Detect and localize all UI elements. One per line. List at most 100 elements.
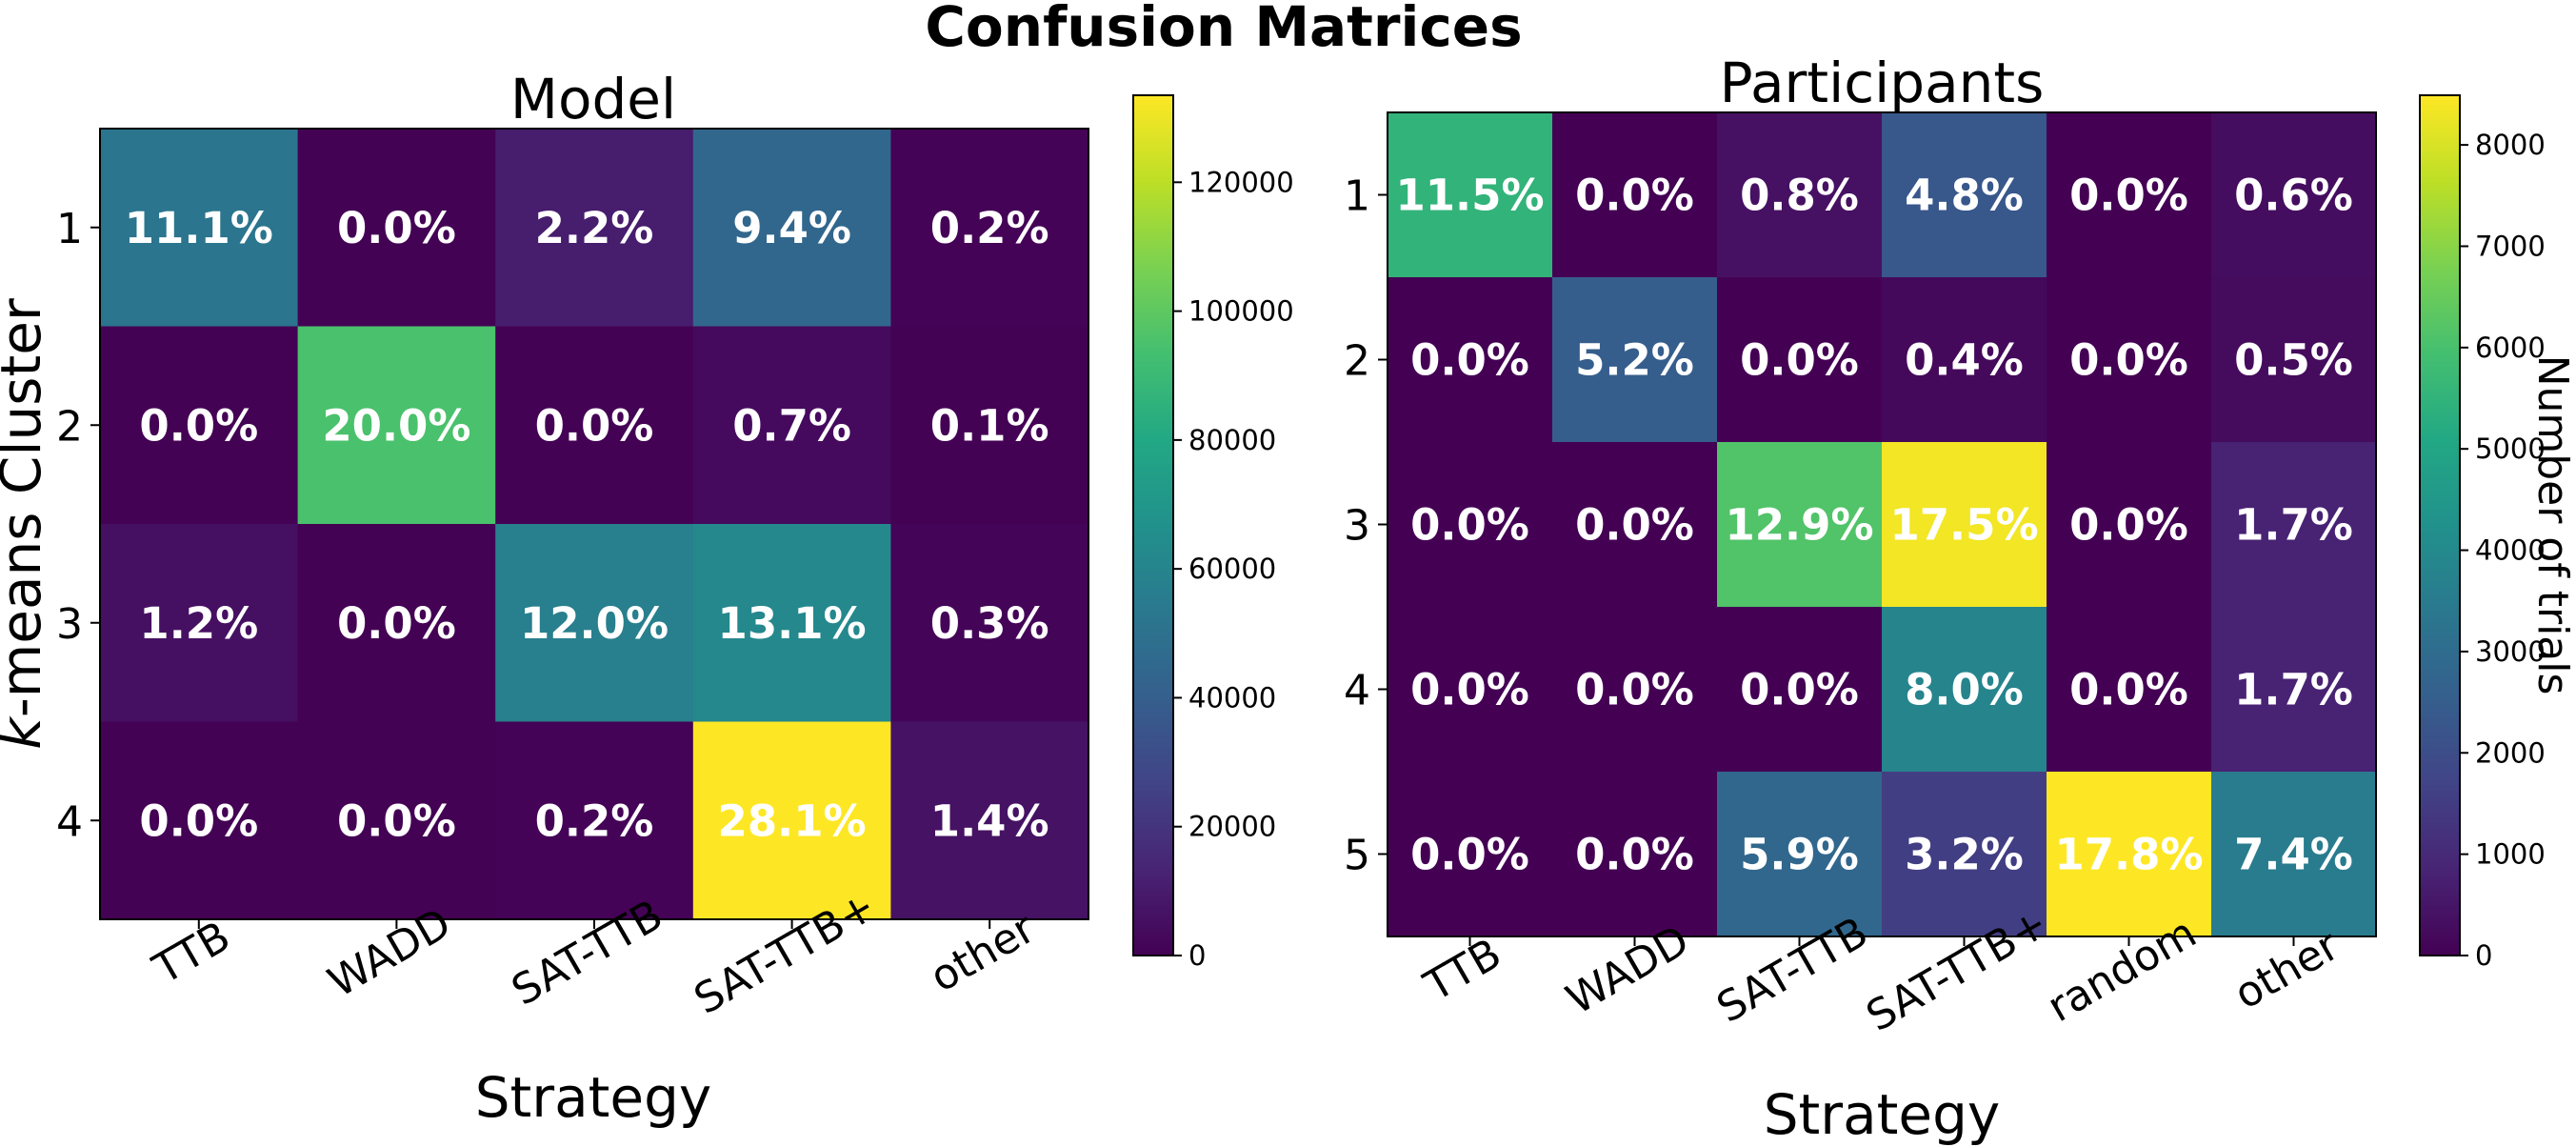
participants-cell-label: 4.8% xyxy=(1905,171,2024,221)
participants-panel: Participants 11.5% 0.0% 0.8% 4.8% 0.0% 0.6% 0.… xyxy=(1344,50,2576,1147)
model-colorbar-tick-label: 40000 xyxy=(1188,681,1276,714)
participants-cell-label: 0.0% xyxy=(1740,665,1859,715)
participants-colorbar-tick-label: 3000 xyxy=(2475,635,2546,668)
participants-cell-label: 0.0% xyxy=(1740,335,1859,386)
participants-cell xyxy=(1388,112,1553,278)
participants-cell xyxy=(2211,277,2377,443)
participants-cell-label: 0.0% xyxy=(1575,500,1694,551)
model-cell-label: 0.2% xyxy=(930,203,1049,253)
participants-cell-label: 17.8% xyxy=(2054,830,2203,880)
participants-cell xyxy=(1717,112,1883,278)
model-cell xyxy=(692,129,891,327)
participants-cell-label: 1.7% xyxy=(2234,500,2353,551)
model-colorbar-tick-label: 0 xyxy=(1188,939,1206,972)
participants-colorbar-tick-label: 0 xyxy=(2475,939,2492,972)
model-cell xyxy=(100,524,299,722)
participants-cell-label: 0.0% xyxy=(1410,665,1529,715)
participants-cell xyxy=(1882,607,2047,773)
model-y-tick-labels: 1 2 3 4 xyxy=(56,205,100,846)
participants-cell xyxy=(2047,442,2212,608)
model-heatmap: 11.1% 0.0% 2.2% 9.4% 0.2% 0.0% 20.0% 0.0% 0.7% 0.… xyxy=(100,129,1089,920)
model-cell-label: 1.4% xyxy=(930,795,1049,846)
participants-cell-label: 0.8% xyxy=(1740,171,1859,221)
participants-cell xyxy=(1717,607,1883,773)
model-cell xyxy=(297,129,496,327)
participants-cell-label: 7.4% xyxy=(2234,830,2353,880)
model-colorbar-tick-label: 20000 xyxy=(1188,811,1276,843)
model-x-tick-label: TTB xyxy=(145,913,238,995)
participants-cell-label: 5.2% xyxy=(1575,335,1694,386)
model-cell-label: 12.0% xyxy=(520,598,669,649)
participants-x-tick-label: TTB xyxy=(1416,930,1509,1012)
participants-cell-label: 5.9% xyxy=(1740,830,1859,880)
model-cell xyxy=(890,721,1089,920)
participants-cell xyxy=(1552,277,1718,443)
model-cell xyxy=(100,129,299,327)
model-cell xyxy=(692,721,891,920)
participants-colorbar-tick-label: 2000 xyxy=(2475,736,2546,769)
model-colorbar-tick-label: 80000 xyxy=(1188,424,1276,456)
participants-y-tick-label: 1 xyxy=(1344,172,1370,221)
model-panel: Model 11.1% 0.0% 2.2% 9.4% 0.2%0.0% 20.0% 0.0%… xyxy=(0,67,1294,1130)
participants-cell xyxy=(1388,772,1553,937)
model-cell-label: 0.0% xyxy=(337,203,456,253)
participants-cell xyxy=(1717,277,1883,443)
participants-cell xyxy=(2047,112,2212,278)
participants-colorbar xyxy=(2419,94,2461,956)
participants-cell xyxy=(2211,112,2377,278)
participants-cell-label: 0.0% xyxy=(1575,665,1694,715)
model-cell xyxy=(692,524,891,722)
model-cell xyxy=(495,524,694,722)
model-cell xyxy=(100,326,299,525)
participants-colorbar-tick-label: 6000 xyxy=(2475,332,2546,364)
participants-cell-label: 0.0% xyxy=(2069,665,2188,715)
participants-y-tick-label: 2 xyxy=(1344,337,1370,386)
participants-colorbar-tick-label: 4000 xyxy=(2475,534,2546,567)
participants-cell-label: 1.7% xyxy=(2234,665,2353,715)
participants-cell-label: 0.0% xyxy=(1410,830,1529,880)
model-cell-label: 11.1% xyxy=(125,203,273,253)
participants-heatmap: 11.5% 0.0% 0.8% 4.8% 0.0% 0.6% 0.0% 5.2% 0.0% 0.4… xyxy=(1388,112,2377,937)
model-cell xyxy=(495,129,694,327)
participants-cell xyxy=(1882,277,2047,443)
participants-cell xyxy=(1882,442,2047,608)
model-cell-label: 0.0% xyxy=(337,598,456,649)
model-cell-label: 0.2% xyxy=(535,795,654,846)
model-y-axis-label: k-means Cluster xyxy=(0,298,53,750)
participants-cell xyxy=(1552,442,1718,608)
model-y-tick-label: 3 xyxy=(56,600,83,649)
model-cell xyxy=(890,524,1089,722)
model-colorbar xyxy=(1132,94,1174,956)
participants-panel-title: Participants xyxy=(1720,50,2045,115)
participants-cell xyxy=(2047,772,2212,937)
model-cell xyxy=(890,129,1089,327)
participants-cell xyxy=(2047,277,2212,443)
participants-cell-label: 0.5% xyxy=(2234,335,2353,386)
participants-cell xyxy=(1717,442,1883,608)
participants-cell-label: 0.0% xyxy=(2069,171,2188,221)
participants-cell-label: 0.0% xyxy=(1410,335,1529,386)
participants-cell-label: 17.5% xyxy=(1889,500,2038,551)
model-cell-label: 0.3% xyxy=(930,598,1049,649)
model-cell-label: 20.0% xyxy=(322,400,470,451)
participants-cell-label: 12.9% xyxy=(1725,500,1873,551)
participants-cell-label: 0.0% xyxy=(1410,500,1529,551)
participants-colorbar-tick-label: 7000 xyxy=(2475,230,2546,262)
participants-cell xyxy=(1388,442,1553,608)
model-cell-label: 0.0% xyxy=(337,795,456,846)
participants-cell-label: 0.0% xyxy=(1575,171,1694,221)
model-colorbar-ticks: 0 20000 40000 60000 80000 100000 120000 xyxy=(1173,166,1294,972)
model-cell-label: 1.2% xyxy=(139,598,258,649)
model-cell xyxy=(692,326,891,525)
model-cell xyxy=(297,326,496,525)
participants-cell xyxy=(2047,607,2212,773)
model-cell xyxy=(495,326,694,525)
model-cell xyxy=(495,721,694,920)
figure-title: Confusion Matrices xyxy=(925,0,1522,59)
model-cell-label: 0.0% xyxy=(139,795,258,846)
model-panel-title: Model xyxy=(510,67,676,131)
model-cell-label: 2.2% xyxy=(535,203,654,253)
model-cell-label: 13.1% xyxy=(718,598,867,649)
model-colorbar-tick-label: 120000 xyxy=(1188,166,1294,198)
participants-cell xyxy=(1552,607,1718,773)
